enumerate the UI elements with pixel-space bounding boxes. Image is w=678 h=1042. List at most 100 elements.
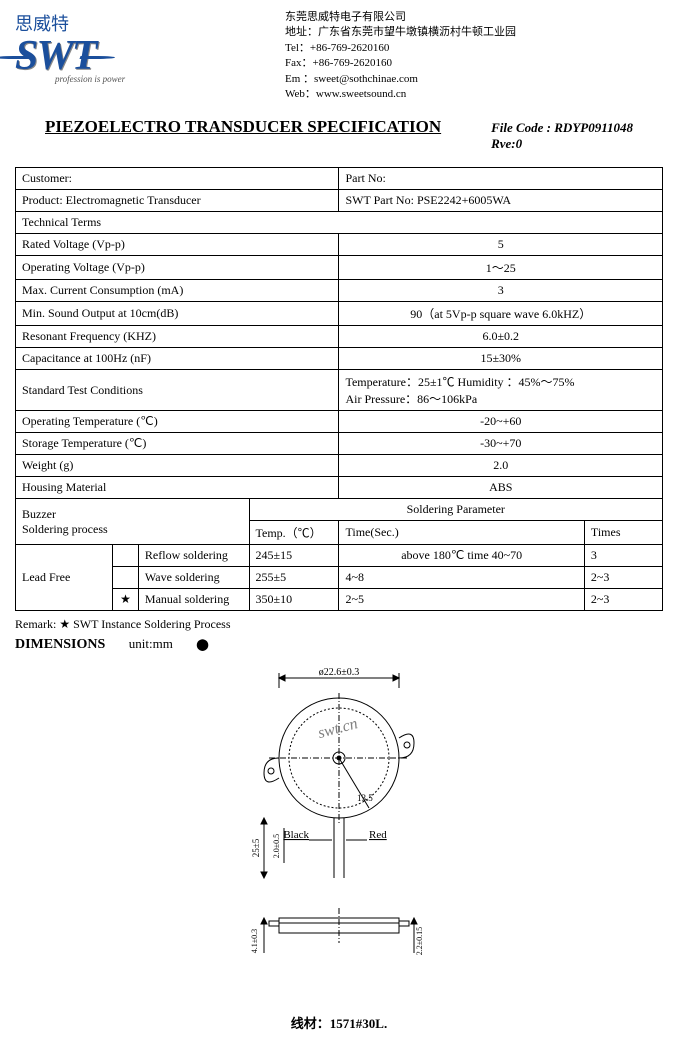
lead-left-label: Black [283,829,309,841]
table-row: Rated Voltage (Vp-p)5 [16,234,663,256]
swtpart-label: SWT Part No: [345,193,413,207]
solder-times: 2~3 [584,589,662,611]
solder-time: above 180℃ time 40~70 [339,545,584,567]
tel-label: Tel： [285,42,310,54]
table-row: Buzzer Soldering process Soldering Param… [16,499,663,521]
logo-english: SWT [15,38,95,76]
dim-radius: 13.5 [357,793,373,803]
solder-times: 3 [584,545,662,567]
dimensions-text: DIMENSIONS [15,637,105,652]
solder-col: Temp.（℃） [249,521,339,545]
logo-block: 思威特 SWT profession is power [15,10,265,102]
table-row: Min. Sound Output at 10cm(dB)90（at 5Vp-p… [16,302,663,326]
remark: Remark: ★ SWT Instance Soldering Process [15,617,663,632]
web-label: Web： [285,88,316,100]
solder-temp: 245±15 [249,545,339,567]
rve: 0 [516,136,523,151]
table-row: Customer: Part No: [16,168,663,190]
spec-label: Weight (g) [16,455,339,477]
customer-label: Customer: [22,171,72,185]
solder-left-head: Buzzer Soldering process [16,499,250,545]
table-row: Resonant Frequency (KHZ)6.0±0.2 [16,326,663,348]
dimensions-unit: unit:mm [129,636,173,651]
solder-star: ★ [113,589,139,611]
solder-right-head: Soldering Parameter [249,499,662,521]
spec-value: 3 [339,280,663,302]
table-row: Wave soldering 255±5 4~8 2~3 [16,567,663,589]
diagram: ø22.6±0.3 swt.cn 13.5 Black Red 25±5 2.0… [15,663,663,1003]
product: Electromagnetic Transducer [66,193,201,207]
solder-star [113,567,139,589]
address: 广东省东莞市望牛墩镇横沥村牛顿工业园 [318,26,516,38]
spec-label: Max. Current Consumption (mA) [16,280,339,302]
dim-lead-len: 25±5 [251,839,261,858]
lead-right-label: Red [369,829,387,841]
spec-value: 15±30% [339,348,663,370]
web: www.sweetsound.cn [316,88,406,100]
tel: +86-769-2620160 [310,42,390,54]
spec-value: 90（at 5Vp-p square wave 6.0kHZ） [339,302,663,326]
spec-label: Operating Temperature (℃) [16,411,339,433]
product-label: Product: [22,193,63,207]
solder-star [113,545,139,567]
header: 思威特 SWT profession is power 东莞思威特电子有限公司 … [15,10,663,102]
table-row: ★ Manual soldering 350±10 2~5 2~3 [16,589,663,611]
spec-label: Capacitance at 100Hz (nF) [16,348,339,370]
table-row: Product: Electromagnetic Transducer SWT … [16,190,663,212]
solder-col: Times [584,521,662,545]
table-row: Lead Free Reflow soldering 245±15 above … [16,545,663,567]
title-row: PIEZOELECTRO TRANSDUCER SPECIFICATION Fi… [45,117,633,152]
solder-name: Manual soldering [138,589,249,611]
solder-temp: 255±5 [249,567,339,589]
spec-label: Standard Test Conditions [16,370,339,411]
table-row: Weight (g)2.0 [16,455,663,477]
dim-lead-inner: 2.0±0.5 [272,834,281,858]
table-row: Operating Voltage (Vp-p)1～25 [16,256,663,280]
dimensions-label: DIMENSIONS unit:mm ⬤ [15,636,663,653]
watermark: swt.cn [316,716,359,743]
page-title: PIEZOELECTRO TRANSDUCER SPECIFICATION [45,117,441,137]
solder-name: Wave soldering [138,567,249,589]
dim-side-h2: 2.2±0.15 [415,927,424,955]
spec-label: Resonant Frequency (KHZ) [16,326,339,348]
tech-header: Technical Terms [16,212,663,234]
swtpart: PSE2242+6005WA [417,193,511,207]
table-row: Operating Temperature (℃)-20~+60 [16,411,663,433]
spec-value: -20~+60 [339,411,663,433]
fax: +86-769-2620160 [313,57,393,69]
spec-label: Min. Sound Output at 10cm(dB) [16,302,339,326]
dim-diameter: ø22.6±0.3 [319,667,360,678]
table-row: Standard Test ConditionsTemperature：25±1… [16,370,663,411]
transducer-drawing: ø22.6±0.3 swt.cn 13.5 Black Red 25±5 2.0… [209,663,469,1003]
table-row: Max. Current Consumption (mA)3 [16,280,663,302]
rve-label: Rve: [491,136,516,151]
solder-group: Lead Free [16,545,113,611]
spec-value: ABS [339,477,663,499]
spec-value: 1～25 [339,256,663,280]
table-row: Technical Terms [16,212,663,234]
spec-table: Customer: Part No: Product: Electromagne… [15,167,663,611]
solder-times: 2~3 [584,567,662,589]
solder-time: 4~8 [339,567,584,589]
filecode: RDYP0911048 [554,120,633,135]
table-row: Capacitance at 100Hz (nF)15±30% [16,348,663,370]
partno-label: Part No: [345,171,385,185]
spec-label: Storage Temperature (℃) [16,433,339,455]
spec-value: 2.0 [339,455,663,477]
table-row: Housing MaterialABS [16,477,663,499]
spec-label: Rated Voltage (Vp-p) [16,234,339,256]
solder-name: Reflow soldering [138,545,249,567]
spec-label: Housing Material [16,477,339,499]
spec-value: 6.0±0.2 [339,326,663,348]
spec-value: Temperature：25±1℃ Humidity ：45%～75% Air … [339,370,663,411]
dim-side-h1: 4.1±0.3 [250,929,259,953]
spec-value: -30~+70 [339,433,663,455]
solder-time: 2~5 [339,589,584,611]
em-label: Em ： [285,73,314,85]
filecode-label: File Code : [491,120,551,135]
contact-block: 东莞思威特电子有限公司 地址：广东省东莞市望牛墩镇横沥村牛顿工业园 Tel：+8… [285,10,516,102]
address-label: 地址： [285,26,318,38]
fax-label: Fax： [285,57,313,69]
footer-line: 线材：1571#30L. [15,1013,663,1032]
solder-col: Time(Sec.) [339,521,584,545]
